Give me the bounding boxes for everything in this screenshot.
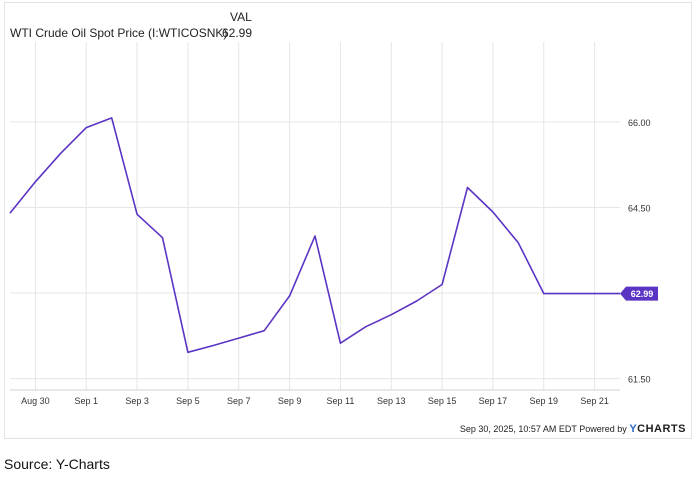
x-tick-label: Sep 11	[326, 396, 354, 406]
last-value-badge	[620, 286, 658, 301]
footer-timestamp: Sep 30, 2025, 10:57 AM EDT Powered by	[459, 424, 627, 434]
x-tick-label: Sep 15	[428, 396, 457, 406]
x-tick-label: Sep 3	[125, 396, 149, 406]
x-tick-label: Sep 13	[377, 396, 406, 406]
last-value-label: 62.99	[631, 289, 654, 299]
source-caption: Source: Y-Charts	[4, 456, 110, 472]
x-tick-label: Sep 7	[227, 396, 251, 406]
y-tick-label: 66.00	[628, 118, 651, 128]
chart-grid	[10, 42, 620, 391]
x-tick-label: Sep 1	[74, 396, 98, 406]
x-tick-label: Sep 19	[529, 396, 558, 406]
x-axis-ticks: Aug 30 Sep 1 Sep 3 Sep 5 Sep 7 Sep 9 Sep 11 Sep…	[21, 396, 609, 406]
x-tick-label: Sep 17	[479, 396, 508, 406]
series-line	[9, 117, 620, 354]
chart-footer: Sep 30, 2025, 10:57 AM EDT Powered by YC…	[460, 423, 686, 435]
legend-series-name[interactable]: WTI Crude Oil Spot Price (I:WTICOSNK)	[10, 26, 228, 40]
last-value-label-group: 62.99	[620, 286, 658, 301]
x-tick-label: Aug 30	[21, 396, 50, 406]
series-layer	[9, 117, 620, 354]
x-tick-label: Sep 5	[176, 396, 200, 406]
x-tick-label: Sep 9	[278, 396, 302, 406]
legend-header: VAL	[230, 10, 252, 24]
y-axis-ticks: 61.50 64.50 66.00	[628, 118, 651, 385]
y-tick-label: 61.50	[628, 375, 651, 385]
y-tick-label: 64.50	[628, 203, 651, 213]
legend-series-value: 62.99	[222, 26, 253, 40]
x-tick-label: Sep 21	[580, 396, 609, 406]
chart-frame	[4, 2, 692, 439]
ycharts-logo[interactable]: YCHARTS	[629, 423, 686, 435]
